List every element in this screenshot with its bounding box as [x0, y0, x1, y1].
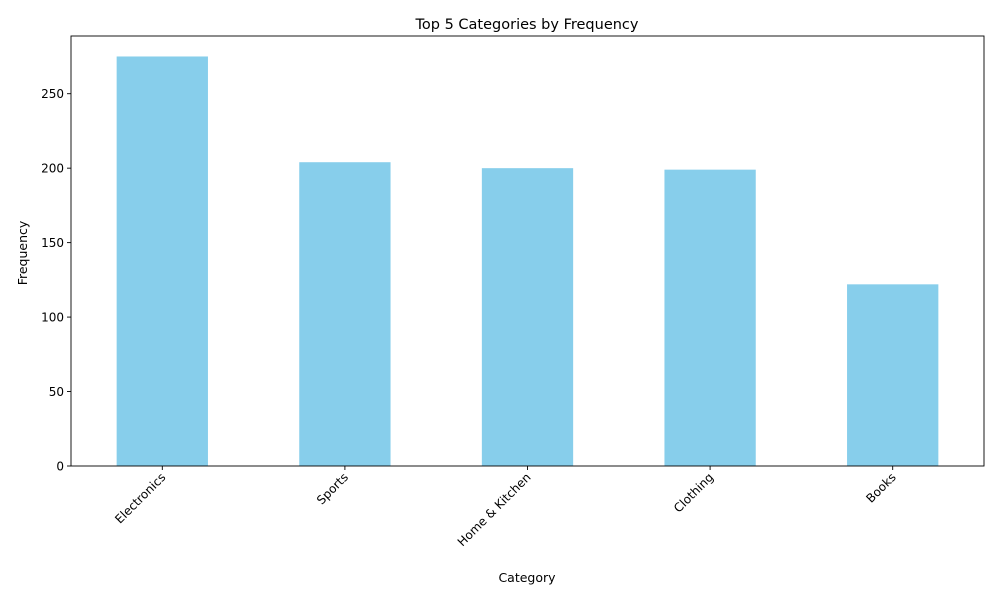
x-axis-label: Category [498, 570, 556, 585]
bars [116, 56, 939, 467]
x-tick-label: Sports [314, 470, 351, 507]
x-tick-label: Electronics [112, 470, 168, 526]
bar-sports [299, 162, 391, 466]
bar-home-kitchen [481, 168, 574, 467]
x-tick-label: Home & Kitchen [455, 470, 534, 549]
y-tick-label: 150 [41, 236, 64, 250]
y-axis-label: Frequency [15, 220, 30, 285]
bar-clothing [664, 169, 756, 466]
y-tick-label: 50 [49, 385, 64, 399]
bar-electronics [116, 56, 208, 466]
x-tick-label: Clothing [671, 470, 716, 515]
y-tick-label: 250 [41, 87, 64, 101]
x-tick-label: Books [863, 470, 898, 505]
y-tick-label: 0 [56, 460, 64, 474]
chart-title: Top 5 Categories by Frequency [415, 17, 639, 33]
x-axis-ticks: Electronics Sports Home & Kitchen Clothing B… [112, 466, 899, 549]
bar-books [847, 284, 939, 466]
y-tick-label: 200 [41, 162, 64, 176]
y-tick-label: 100 [41, 311, 64, 325]
y-axis-ticks: 0 50 100 150 200 250 [41, 87, 71, 474]
